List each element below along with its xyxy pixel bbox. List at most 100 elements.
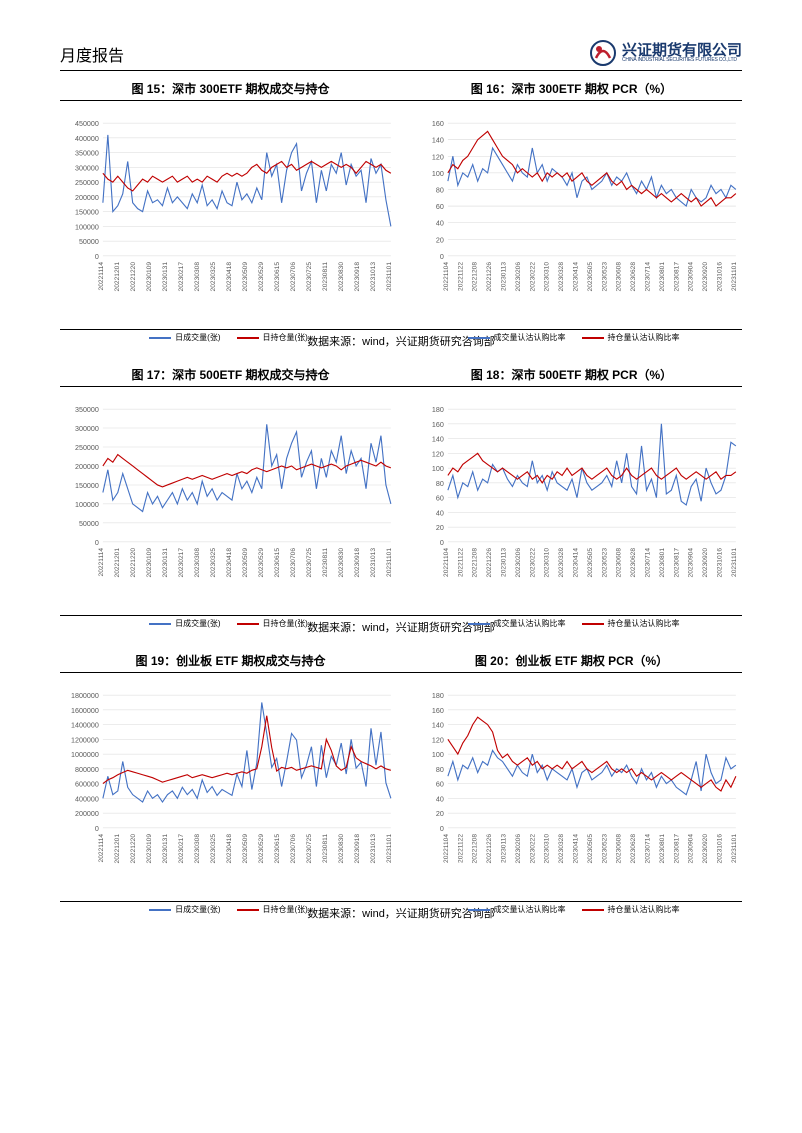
- legend-line-icon: [149, 623, 171, 625]
- chart-row: 0500001000001500002000002500003000003500…: [60, 391, 742, 611]
- chart-row: 0500001000001500002000002500003000003500…: [60, 105, 742, 325]
- svg-text:0: 0: [440, 539, 444, 547]
- svg-text:20230328: 20230328: [558, 548, 565, 578]
- legend-item: 日成交量(张): [149, 904, 220, 915]
- svg-text:20230615: 20230615: [274, 548, 281, 578]
- svg-text:20230222: 20230222: [529, 548, 536, 578]
- legend-line-icon: [149, 337, 171, 339]
- svg-text:20230328: 20230328: [558, 262, 565, 292]
- svg-text:100: 100: [432, 751, 444, 759]
- svg-text:20230217: 20230217: [178, 834, 185, 864]
- svg-text:20221104: 20221104: [443, 548, 450, 577]
- chart-right: 0204060801001201401601802022110420221122…: [405, 391, 742, 611]
- svg-text:20230918: 20230918: [354, 548, 361, 578]
- legend-label: 持仓量认沽认购比率: [608, 332, 680, 343]
- svg-text:20221201: 20221201: [114, 262, 121, 292]
- svg-text:150000: 150000: [75, 482, 99, 490]
- svg-text:20221114: 20221114: [98, 548, 105, 577]
- svg-text:20230811: 20230811: [322, 548, 329, 577]
- legend-item: 日成交量(张): [149, 618, 220, 629]
- legend-line-icon: [149, 909, 171, 911]
- svg-text:20230505: 20230505: [587, 834, 594, 864]
- legend-line-icon: [237, 623, 259, 625]
- legend-label: 日持仓量(张): [263, 618, 308, 629]
- svg-text:20230418: 20230418: [226, 548, 233, 578]
- svg-text:40: 40: [436, 795, 444, 803]
- svg-text:20230325: 20230325: [210, 834, 217, 864]
- svg-text:20230801: 20230801: [659, 262, 666, 292]
- svg-text:160: 160: [432, 707, 444, 715]
- svg-text:120: 120: [432, 736, 444, 744]
- svg-text:20230414: 20230414: [572, 548, 579, 578]
- chart-row: 0200000400000600000800000100000012000001…: [60, 677, 742, 897]
- svg-text:20231013: 20231013: [370, 834, 377, 864]
- svg-text:100000: 100000: [75, 223, 99, 231]
- svg-text:20231101: 20231101: [731, 548, 738, 577]
- legend-line-icon: [582, 337, 604, 339]
- svg-text:20230811: 20230811: [322, 834, 329, 863]
- svg-text:80: 80: [436, 187, 444, 195]
- svg-text:20221201: 20221201: [114, 548, 121, 578]
- svg-text:20230608: 20230608: [616, 548, 623, 578]
- svg-text:20230325: 20230325: [210, 262, 217, 292]
- svg-text:20231101: 20231101: [731, 834, 738, 863]
- chart-title-row: 图 15：深市 300ETF 期权成交与持仓 图 16：深市 300ETF 期权…: [60, 77, 742, 101]
- chart-title-right: 图 18：深市 500ETF 期权 PCR（%）: [401, 363, 742, 386]
- svg-text:20221208: 20221208: [472, 834, 479, 864]
- logo-mark-icon: [590, 40, 616, 66]
- svg-text:0: 0: [95, 253, 99, 261]
- svg-text:20230811: 20230811: [322, 262, 329, 291]
- svg-text:20230725: 20230725: [306, 548, 313, 578]
- legend-item: 日持仓量(张): [237, 904, 308, 915]
- header-title: 月度报告: [60, 42, 124, 66]
- svg-text:20230131: 20230131: [162, 262, 169, 292]
- svg-text:20221122: 20221122: [457, 834, 464, 863]
- svg-text:20230131: 20230131: [162, 548, 169, 578]
- svg-text:40: 40: [436, 220, 444, 228]
- legend-item: 日成交量(张): [149, 332, 220, 343]
- svg-text:20231101: 20231101: [386, 548, 393, 577]
- svg-text:40: 40: [436, 509, 444, 517]
- legend-line-icon: [468, 909, 490, 911]
- svg-text:20221122: 20221122: [457, 262, 464, 291]
- svg-text:20230725: 20230725: [306, 262, 313, 292]
- svg-text:250000: 250000: [75, 444, 99, 452]
- svg-text:20230529: 20230529: [258, 548, 265, 578]
- svg-text:20230830: 20230830: [338, 834, 345, 864]
- svg-text:1800000: 1800000: [71, 692, 99, 700]
- svg-text:20221220: 20221220: [130, 548, 137, 578]
- svg-text:20230113: 20230113: [500, 834, 507, 863]
- chart-title-row: 图 19：创业板 ETF 期权成交与持仓 图 20：创业板 ETF 期权 PCR…: [60, 649, 742, 673]
- svg-text:20230817: 20230817: [673, 834, 680, 864]
- svg-text:20230529: 20230529: [258, 834, 265, 864]
- svg-text:20221220: 20221220: [130, 262, 137, 292]
- svg-text:20230505: 20230505: [587, 262, 594, 292]
- svg-text:20230206: 20230206: [515, 834, 522, 864]
- chart-title-right: 图 16：深市 300ETF 期权 PCR（%）: [401, 77, 742, 100]
- legend-label: 持仓量认沽认购比率: [608, 904, 680, 915]
- svg-text:20230608: 20230608: [616, 834, 623, 864]
- svg-text:20230830: 20230830: [338, 548, 345, 578]
- logo-text: 兴证期货有限公司 CHINA INDUSTRIAL SECURITIES FUT…: [622, 43, 742, 63]
- svg-text:20230920: 20230920: [702, 834, 709, 864]
- svg-text:20230131: 20230131: [162, 834, 169, 864]
- svg-text:20230418: 20230418: [226, 262, 233, 292]
- svg-text:20230714: 20230714: [644, 834, 651, 864]
- legend-line-icon: [237, 909, 259, 911]
- svg-text:20230308: 20230308: [194, 548, 201, 578]
- svg-text:20231013: 20231013: [370, 262, 377, 292]
- svg-text:800000: 800000: [75, 766, 99, 774]
- svg-text:20221104: 20221104: [443, 834, 450, 863]
- svg-text:20231016: 20231016: [716, 262, 723, 292]
- svg-text:20230222: 20230222: [529, 834, 536, 864]
- svg-text:20231101: 20231101: [731, 262, 738, 291]
- svg-text:20230706: 20230706: [290, 548, 297, 578]
- chart-right: 0204060801001201401602022110420221122202…: [405, 105, 742, 325]
- svg-text:20230308: 20230308: [194, 834, 201, 864]
- svg-text:20230628: 20230628: [630, 262, 637, 292]
- svg-text:0: 0: [440, 253, 444, 261]
- svg-text:20230801: 20230801: [659, 834, 666, 864]
- svg-text:20230801: 20230801: [659, 548, 666, 578]
- page-header: 月度报告 兴证期货有限公司 CHINA INDUSTRIAL SECURITIE…: [60, 40, 742, 71]
- svg-text:20230509: 20230509: [242, 262, 249, 292]
